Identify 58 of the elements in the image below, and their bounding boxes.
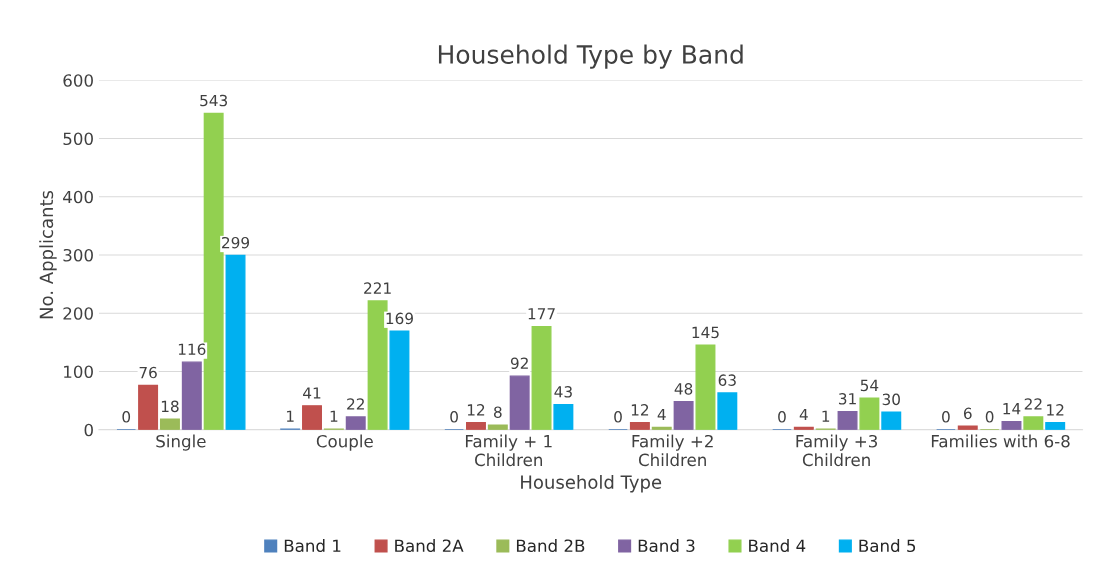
data-label: 299	[222, 236, 250, 249]
data-label: 4	[657, 408, 666, 421]
data-label: 48	[674, 383, 693, 395]
x-tick-label: Family +2 Children	[632, 434, 713, 467]
data-label: 221	[364, 282, 391, 294]
data-label: 22	[1024, 398, 1042, 410]
data-label: 169	[386, 312, 413, 325]
x-tick-label: Couple	[316, 434, 373, 451]
legend-label: Band 2A	[395, 539, 464, 553]
data-label: 22	[347, 398, 364, 410]
x-tick-label: Family +3 Children	[796, 434, 878, 467]
data-label: 30	[882, 393, 900, 406]
data-label: 543	[200, 94, 228, 107]
x-tick-label: Family + 1 Children	[465, 434, 552, 467]
chart-title: Household Type by Band	[438, 44, 743, 69]
legend-label: Band 2B	[516, 539, 585, 553]
data-label: 0	[778, 411, 786, 423]
y-tick-label: 200	[63, 307, 93, 320]
data-label: 0	[122, 411, 131, 423]
data-label: 63	[718, 374, 736, 386]
y-tick-label: 0	[84, 423, 93, 437]
x-tick-label: Single	[156, 434, 206, 451]
x-axis-title: Household Type	[521, 474, 662, 493]
data-label: 12	[1047, 404, 1064, 416]
data-label: 18	[161, 400, 179, 413]
data-label: 41	[303, 387, 321, 399]
data-label: 6	[963, 407, 972, 420]
y-tick-label: 400	[63, 190, 93, 204]
data-label: 1	[330, 410, 338, 422]
data-label: 12	[631, 404, 649, 416]
legend-label: Band 3	[638, 539, 695, 553]
y-tick-label: 600	[63, 74, 93, 87]
data-label: 0	[985, 411, 994, 423]
data-label: 177	[528, 308, 555, 320]
data-label: 8	[493, 406, 502, 418]
data-label: 0	[614, 411, 622, 423]
legend-label: Band 4	[749, 539, 806, 553]
x-tick-label: Families with 6-8	[931, 434, 1070, 448]
data-label: 145	[692, 326, 719, 339]
data-label: 116	[178, 343, 206, 356]
data-label: 14	[1003, 403, 1021, 415]
data-label: 31	[838, 393, 856, 405]
y-axis-title: No. Applicants	[39, 190, 57, 319]
y-tick-label: 300	[63, 248, 93, 262]
data-label: 1	[286, 410, 294, 422]
data-label: 4	[799, 408, 808, 421]
y-tick-label: 100	[64, 365, 93, 379]
data-label: 54	[860, 379, 879, 392]
legend-label: Band 5	[859, 539, 916, 553]
data-label: 0	[450, 411, 458, 423]
data-label: 12	[467, 404, 485, 416]
y-tick-label: 500	[63, 132, 93, 146]
data-label: 76	[139, 366, 157, 379]
data-label: 0	[942, 411, 950, 423]
data-label: 43	[554, 386, 572, 398]
data-label: 1	[822, 410, 830, 422]
data-label: 92	[510, 357, 528, 370]
legend-label: Band 1	[284, 539, 341, 553]
